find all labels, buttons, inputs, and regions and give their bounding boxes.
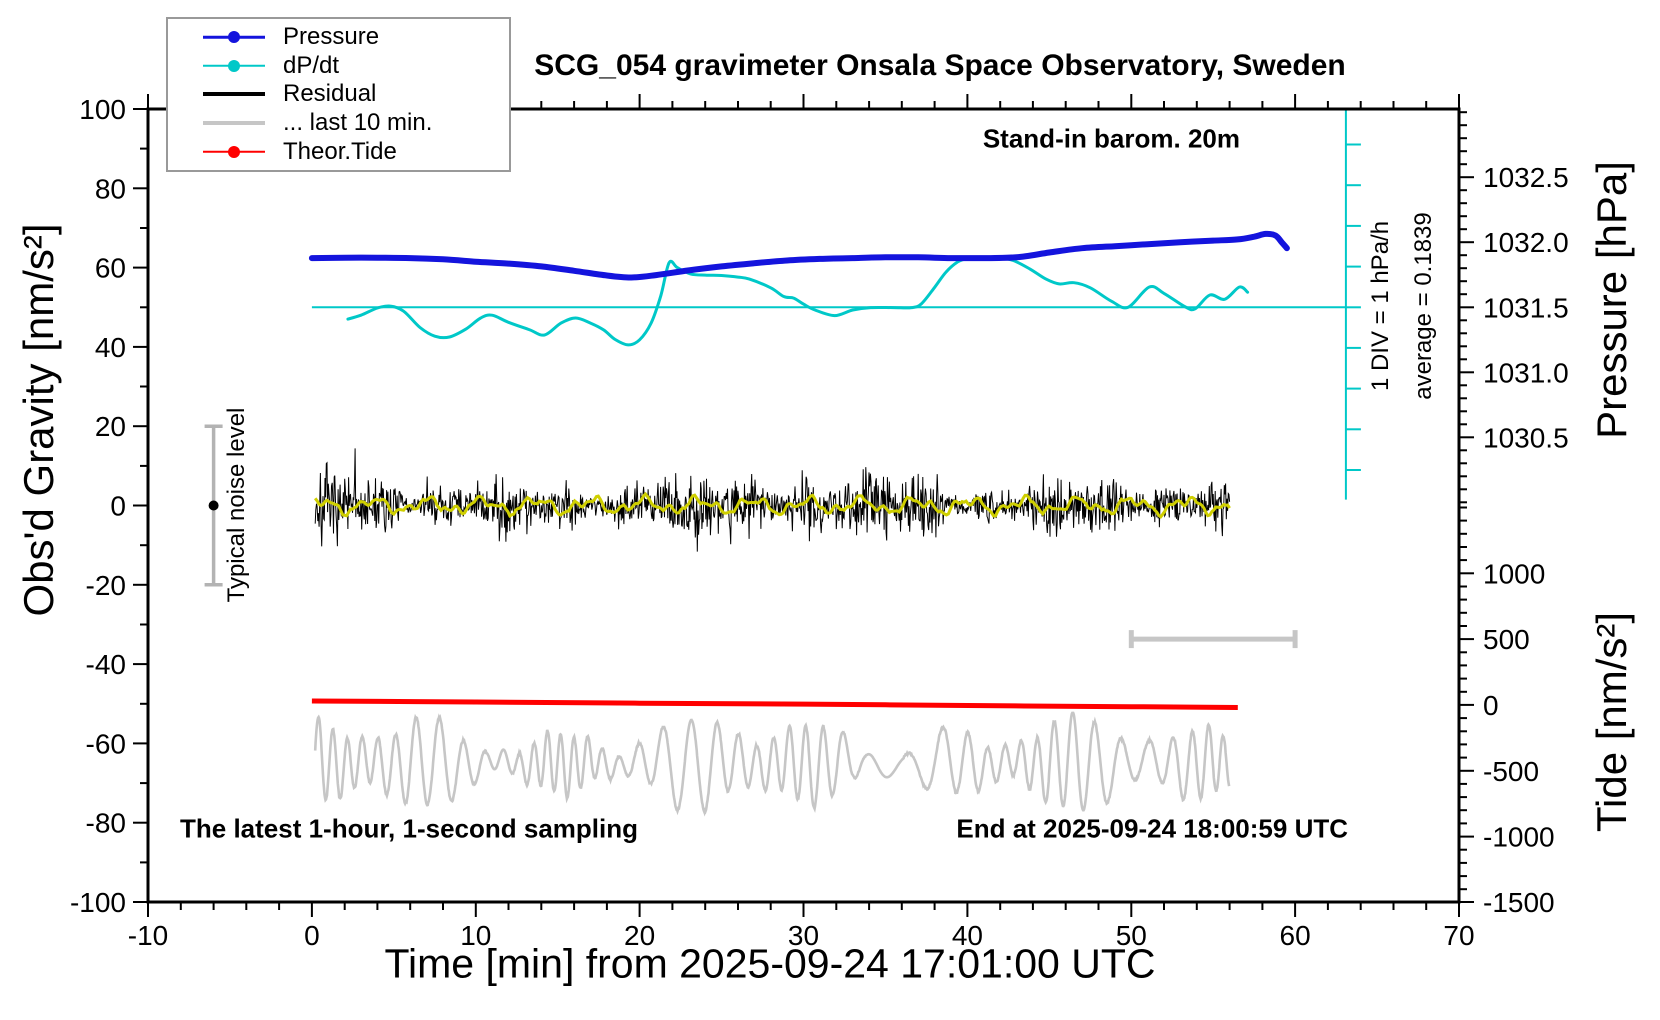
tick-label: 30	[788, 920, 819, 951]
tick-label: 1032.0	[1483, 227, 1569, 258]
last10-scale-bar	[1128, 630, 1298, 649]
pressure-curve	[308, 230, 1290, 281]
tick-label: 20	[624, 920, 655, 951]
tick-label: 1031.5	[1483, 292, 1569, 323]
average-note: average = 0.1839	[1410, 212, 1437, 400]
y-axis-gravity: -100 -80 -60 -40 -20 0 20 40 60 80 100	[70, 94, 148, 918]
dpdt-curve	[346, 255, 1250, 347]
theor-tide-curve	[311, 698, 1238, 710]
tick-label: -1000	[1483, 822, 1555, 853]
sampling-note: The latest 1-hour, 1-second sampling	[180, 813, 638, 844]
tick-label: -20	[86, 570, 126, 601]
x-axis: -10 0 10 20 30 40 50 60 70	[128, 94, 1475, 951]
tick-label: 40	[95, 332, 126, 363]
y-axis-title-tide: Tide [nm/s²]	[1588, 611, 1635, 833]
tick-label: -100	[70, 887, 126, 918]
tick-label: -1500	[1483, 887, 1555, 918]
y-axis-title-gravity: Obs'd Gravity [nm/s²]	[15, 223, 62, 617]
tick-label: -80	[86, 808, 126, 839]
residual-smooth	[314, 491, 1231, 519]
pressure-line-swatch	[203, 30, 265, 44]
residual-line-swatch	[203, 87, 265, 101]
legend-item-pressure: Pressure	[168, 23, 509, 51]
legend-label: Theor.Tide	[283, 137, 397, 165]
theor-tide	[311, 698, 1238, 710]
tick-label: -40	[86, 649, 126, 680]
tick-label: 500	[1483, 624, 1530, 655]
y-axis-pressure: 1032.5 1032.0 1031.5 1031.0 1030.5	[1459, 111, 1569, 504]
legend-item-last10: ... last 10 min.	[168, 109, 509, 137]
legend: Pressure dP/dt Residual ... last 10 min.…	[166, 17, 511, 172]
legend-item-theor-tide: Theor.Tide	[168, 137, 509, 165]
div-scale-bar	[1344, 109, 1361, 500]
residual	[314, 448, 1231, 552]
last10-trace	[313, 711, 1231, 817]
noise-level-dot	[208, 500, 219, 511]
legend-label: Pressure	[283, 23, 380, 51]
tide-line-swatch	[203, 145, 265, 159]
dpdt	[346, 255, 1250, 347]
pressure	[308, 230, 1290, 281]
tick-label: 1030.5	[1483, 422, 1569, 453]
residual-smooth-curve	[314, 491, 1231, 519]
legend-label: dP/dt	[283, 51, 340, 79]
tick-label: 1032.5	[1483, 162, 1569, 193]
tick-label: 0	[304, 920, 320, 951]
legend-label: ... last 10 min.	[283, 109, 433, 137]
stand-in-barometer-note: Stand-in barom. 20m	[982, 123, 1240, 154]
tick-label: 0	[110, 491, 126, 522]
last10	[313, 711, 1231, 817]
legend-item-dpdt: dP/dt	[168, 51, 509, 79]
typical-noise-error-bar	[204, 424, 223, 587]
x-axis-title: Time [min] from 2025-09-24 17:01:00 UTC	[384, 940, 1156, 987]
dpdt-line-swatch	[203, 59, 265, 73]
tick-label: 70	[1443, 920, 1474, 951]
residual-trace	[314, 448, 1231, 552]
tick-label: -60	[86, 728, 126, 759]
tick-label: 80	[95, 173, 126, 204]
tick-label: 50	[1116, 920, 1147, 951]
chart-title: SCG_054 gravimeter Onsala Space Observat…	[534, 49, 1346, 82]
tick-label: 20	[95, 411, 126, 442]
legend-label: Residual	[283, 80, 377, 108]
tick-label: 60	[1280, 920, 1311, 951]
tick-label: 60	[95, 253, 126, 284]
noise-level-note: Typical noise level	[223, 407, 250, 603]
div-scale-note: 1 DIV = 1 hPa/h	[1367, 220, 1394, 392]
tick-label: -500	[1483, 756, 1539, 787]
tick-label: 1000	[1483, 558, 1545, 589]
tick-label: 10	[460, 920, 491, 951]
tick-label: 1031.0	[1483, 357, 1569, 388]
last10-line-swatch	[203, 116, 265, 130]
tick-label: 0	[1483, 690, 1499, 721]
tick-label: 100	[79, 94, 126, 125]
legend-item-residual: Residual	[168, 80, 509, 108]
tick-label: -10	[128, 920, 168, 951]
tick-label: 40	[952, 920, 983, 951]
y-axis-title-pressure: Pressure [hPa]	[1588, 161, 1635, 439]
end-time-note: End at 2025-09-24 18:00:59 UTC	[956, 813, 1348, 844]
y-axis-tide: 1000 500 0 -500 -1000 -1500	[1459, 506, 1555, 918]
